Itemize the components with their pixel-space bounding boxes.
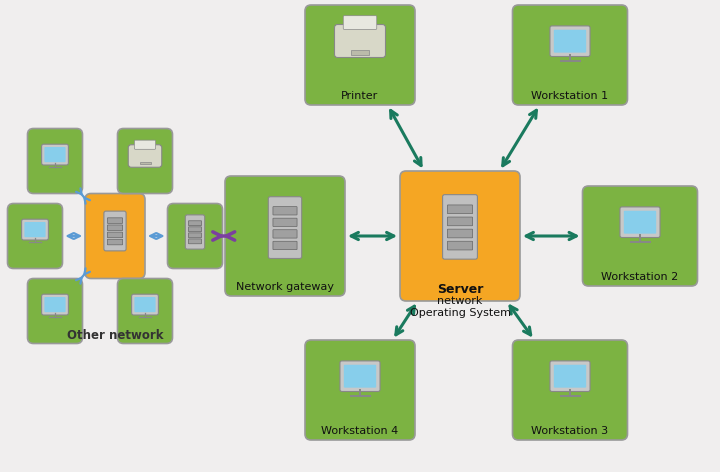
FancyBboxPatch shape — [189, 233, 202, 238]
FancyBboxPatch shape — [273, 241, 297, 250]
Text: Network gateway: Network gateway — [236, 282, 334, 292]
FancyBboxPatch shape — [343, 16, 377, 29]
FancyBboxPatch shape — [550, 361, 590, 391]
FancyBboxPatch shape — [85, 194, 145, 278]
FancyBboxPatch shape — [305, 5, 415, 105]
FancyBboxPatch shape — [117, 128, 173, 194]
FancyBboxPatch shape — [107, 239, 122, 245]
FancyBboxPatch shape — [513, 340, 628, 440]
FancyBboxPatch shape — [447, 217, 472, 226]
FancyBboxPatch shape — [140, 161, 150, 164]
FancyBboxPatch shape — [107, 225, 122, 230]
FancyBboxPatch shape — [550, 26, 590, 57]
FancyBboxPatch shape — [447, 241, 472, 250]
FancyBboxPatch shape — [104, 211, 126, 251]
FancyBboxPatch shape — [344, 365, 377, 388]
FancyBboxPatch shape — [107, 218, 122, 223]
FancyBboxPatch shape — [135, 140, 156, 149]
FancyBboxPatch shape — [335, 25, 385, 58]
FancyBboxPatch shape — [400, 171, 520, 301]
FancyBboxPatch shape — [128, 145, 162, 167]
FancyBboxPatch shape — [22, 219, 48, 240]
FancyBboxPatch shape — [189, 227, 202, 232]
FancyBboxPatch shape — [443, 194, 477, 259]
FancyBboxPatch shape — [340, 361, 380, 391]
Text: Workstation 4: Workstation 4 — [321, 426, 399, 436]
FancyBboxPatch shape — [554, 365, 586, 388]
FancyBboxPatch shape — [620, 207, 660, 237]
Text: Printer: Printer — [341, 91, 379, 101]
FancyBboxPatch shape — [624, 211, 656, 234]
FancyBboxPatch shape — [273, 207, 297, 215]
FancyBboxPatch shape — [513, 5, 628, 105]
FancyBboxPatch shape — [554, 30, 586, 53]
Text: Workstation 1: Workstation 1 — [531, 91, 608, 101]
FancyBboxPatch shape — [168, 203, 222, 269]
FancyBboxPatch shape — [42, 294, 68, 315]
FancyBboxPatch shape — [27, 278, 83, 344]
FancyBboxPatch shape — [225, 176, 345, 296]
FancyBboxPatch shape — [447, 229, 472, 238]
FancyBboxPatch shape — [269, 197, 302, 259]
FancyBboxPatch shape — [273, 218, 297, 227]
FancyBboxPatch shape — [45, 147, 66, 162]
FancyBboxPatch shape — [189, 239, 202, 244]
FancyBboxPatch shape — [189, 221, 202, 226]
FancyBboxPatch shape — [107, 232, 122, 238]
FancyBboxPatch shape — [185, 215, 204, 249]
Text: Workstation 2: Workstation 2 — [601, 272, 679, 282]
FancyBboxPatch shape — [351, 50, 369, 54]
FancyBboxPatch shape — [305, 340, 415, 440]
FancyBboxPatch shape — [135, 297, 156, 312]
FancyBboxPatch shape — [582, 186, 698, 286]
FancyBboxPatch shape — [45, 297, 66, 312]
FancyBboxPatch shape — [42, 144, 68, 165]
FancyBboxPatch shape — [27, 128, 83, 194]
Text: network
Operating System: network Operating System — [410, 296, 510, 319]
Text: Other network: Other network — [67, 329, 163, 342]
Text: Server: Server — [437, 283, 483, 296]
Text: Workstation 3: Workstation 3 — [531, 426, 608, 436]
FancyBboxPatch shape — [7, 203, 63, 269]
FancyBboxPatch shape — [117, 278, 173, 344]
FancyBboxPatch shape — [132, 294, 158, 315]
FancyBboxPatch shape — [24, 222, 45, 237]
FancyBboxPatch shape — [447, 205, 472, 214]
FancyBboxPatch shape — [273, 230, 297, 238]
